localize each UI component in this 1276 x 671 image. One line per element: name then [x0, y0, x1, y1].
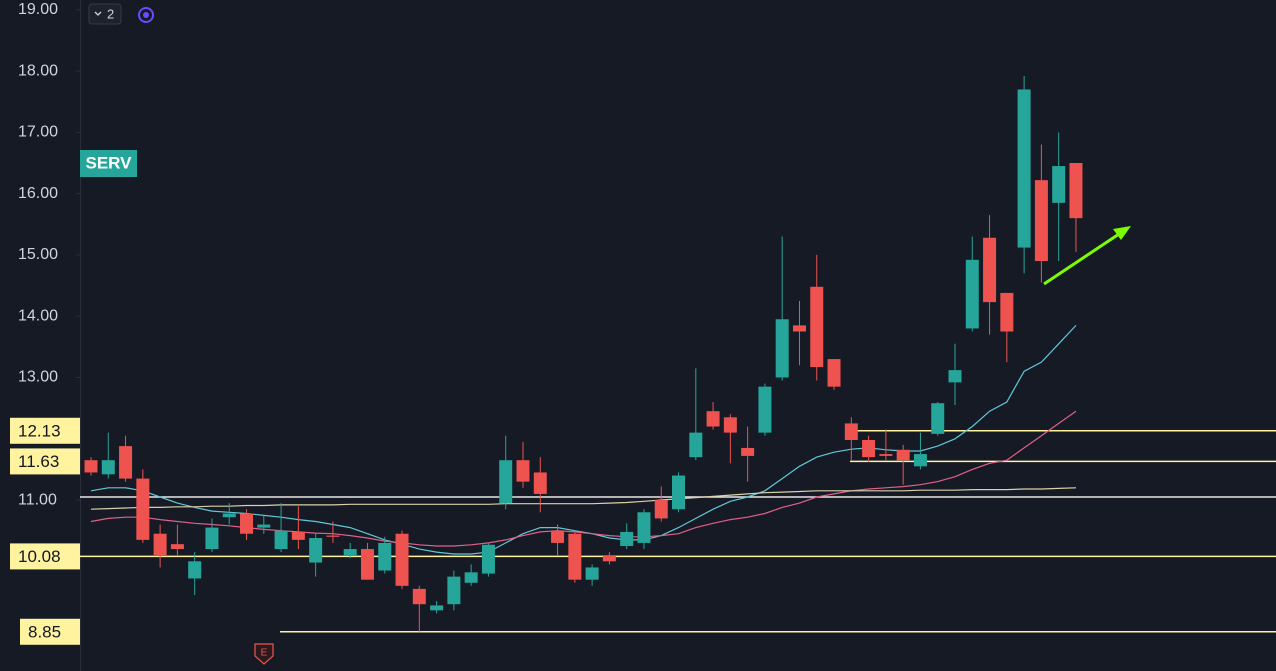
symbol-label: SERV — [86, 153, 133, 172]
candle-body — [827, 359, 841, 387]
candle-body — [775, 319, 789, 378]
candle-body — [481, 544, 495, 574]
level-label-box — [10, 543, 80, 570]
candle-body — [170, 544, 184, 550]
moving-average — [90, 487, 1077, 510]
earnings-label: E — [261, 648, 268, 659]
indicator-badge[interactable]: 2 — [88, 3, 122, 25]
chevron — [94, 11, 102, 16]
y-tick-label: 11.00 — [18, 491, 57, 508]
annotation-arrowhead — [1113, 226, 1131, 240]
candle-body — [758, 386, 772, 433]
annotation-arrow — [1043, 230, 1123, 286]
y-tick-label: 17.00 — [18, 124, 58, 141]
level-label: 8.85 — [28, 622, 61, 641]
candle-body — [879, 454, 893, 456]
y-tick-label: 15.00 — [18, 246, 58, 263]
level-label: 11.63 — [18, 452, 59, 471]
plot: 19.00 18.00 17.00 16.00 15.00 14.00 13.00 11.00 — [18, 1, 1276, 633]
candle-body — [412, 588, 426, 605]
y-tick-label: 14.00 — [18, 307, 58, 324]
candle-body — [602, 555, 616, 562]
candle-body — [792, 325, 806, 332]
candle-body — [222, 513, 236, 518]
candle-body — [654, 500, 668, 519]
candle-body — [101, 460, 115, 475]
candle-body — [965, 259, 979, 329]
candle-body — [240, 513, 254, 534]
candle-body — [620, 531, 634, 546]
candle-body — [1069, 163, 1083, 219]
candle-body — [741, 447, 755, 456]
earnings-icon[interactable] — [254, 643, 274, 665]
candle-body — [896, 449, 910, 461]
candle-body — [1017, 89, 1031, 248]
candle-body — [810, 286, 824, 368]
y-tick-label: 16.00 — [18, 185, 58, 202]
candle-body — [723, 417, 737, 433]
candle-body — [672, 475, 686, 510]
candle-body — [516, 460, 530, 482]
symbol-box — [80, 150, 137, 177]
candle-body — [637, 512, 651, 543]
candle-body — [464, 572, 478, 583]
candle-body — [862, 439, 876, 458]
candle-body — [309, 538, 323, 563]
badge-count: 2 — [107, 6, 114, 21]
badge-box[interactable] — [88, 3, 122, 25]
candle-body — [447, 576, 461, 605]
candle-body — [948, 370, 962, 383]
candle-body — [533, 472, 547, 494]
candle-body — [568, 533, 582, 580]
candle-body — [499, 460, 513, 504]
level-label-box — [10, 448, 80, 475]
refresh-dot — [143, 12, 149, 18]
y-tick-label: 19.00 — [18, 1, 58, 18]
level-label-box — [20, 618, 80, 645]
candle-body — [1052, 166, 1066, 203]
moving-average — [90, 410, 1077, 547]
candle-body — [360, 549, 374, 580]
candle-body — [257, 524, 271, 528]
level-label: 12.13 — [18, 421, 61, 440]
level-label-box — [10, 417, 80, 444]
candle-body — [913, 454, 927, 467]
candle-body — [343, 549, 357, 556]
candle-body — [188, 561, 202, 579]
candle-body — [378, 542, 392, 571]
candle-body — [84, 460, 98, 473]
candle-body — [585, 567, 599, 580]
candle-body — [136, 478, 150, 540]
candle-body — [153, 533, 167, 556]
candle-body — [551, 530, 565, 543]
candle-body — [706, 411, 720, 427]
candle-body — [274, 530, 288, 550]
candle-body — [395, 533, 409, 586]
y-tick-label: 18.00 — [18, 62, 58, 79]
level-label: 10.08 — [18, 547, 61, 566]
candle-body — [931, 403, 945, 434]
candle-body — [1000, 292, 1014, 332]
candle-body — [205, 527, 219, 550]
candle-body — [119, 446, 133, 479]
candle-body — [1034, 180, 1048, 262]
candle-body — [326, 535, 340, 537]
candle-body — [291, 531, 305, 540]
refresh-icon[interactable] — [138, 7, 154, 23]
candle-body — [430, 605, 444, 611]
y-tick-label: 13.00 — [18, 369, 58, 386]
refresh-circle — [138, 7, 154, 23]
candle-body — [844, 423, 858, 440]
candle-body — [689, 432, 703, 458]
candle-body — [983, 237, 997, 303]
